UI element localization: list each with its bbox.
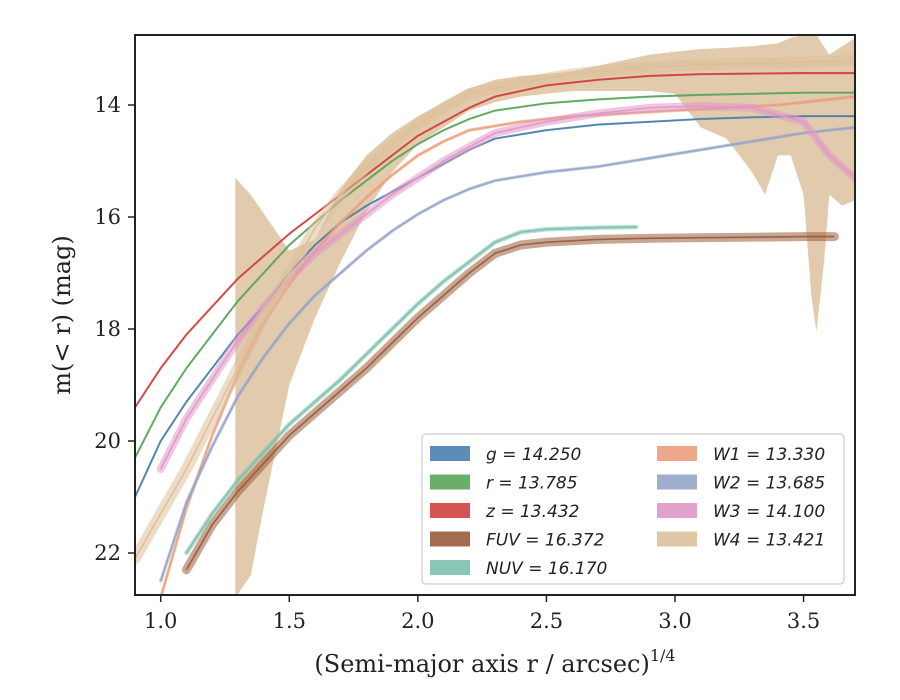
legend-swatch-w4 bbox=[657, 531, 697, 547]
series-w2 bbox=[159, 125, 855, 583]
legend-swatch-fuv bbox=[430, 531, 470, 547]
legend-swatch-w1 bbox=[657, 446, 697, 461]
x-tick-label: 2.5 bbox=[530, 609, 563, 633]
y-axis-label: m(< r) (mag) bbox=[48, 235, 76, 394]
legend-swatch-w2 bbox=[657, 474, 697, 490]
x-axis-label-superscript: 1/4 bbox=[650, 646, 676, 665]
legend-swatch-w3 bbox=[657, 503, 697, 518]
legend-label-w4: W4 = 13.421 bbox=[713, 531, 825, 551]
series-r bbox=[135, 91, 855, 459]
legend: g = 14.250 r = 13.785 z = 13.432 FUV = 16.3… bbox=[421, 433, 845, 585]
legend-swatch-r bbox=[430, 474, 470, 490]
legend-label-w2: W2 = 13.685 bbox=[713, 474, 825, 494]
legend-frame bbox=[421, 433, 845, 585]
legend-label-z: z = 13.432 bbox=[485, 502, 579, 522]
legend-label-g: g = 14.250 bbox=[486, 445, 581, 465]
x-tick-label: 3.0 bbox=[658, 609, 691, 633]
y-tick-label: 16 bbox=[94, 205, 121, 229]
y-tick-label: 20 bbox=[94, 429, 121, 453]
plot-area bbox=[135, 35, 855, 595]
x-tick-label: 1.0 bbox=[144, 609, 177, 633]
legend-label-r: r = 13.785 bbox=[486, 474, 578, 494]
legend-swatch-g bbox=[430, 446, 470, 461]
series-core-w3 bbox=[159, 105, 855, 470]
series-core-fuv bbox=[185, 235, 835, 571]
x-tick-label: 1.5 bbox=[273, 609, 306, 633]
legend-swatch-nuv bbox=[430, 560, 470, 575]
legend-swatch-z bbox=[430, 503, 470, 518]
y-axis-ticks: 14 16 18 20 22 bbox=[94, 93, 135, 565]
x-axis-ticks: 1.0 1.5 2.0 2.5 3.0 3.5 bbox=[144, 595, 820, 633]
y-tick-label: 14 bbox=[94, 93, 121, 117]
x-tick-label: 2.0 bbox=[401, 609, 434, 633]
series-core-r bbox=[135, 91, 855, 459]
y-tick-label: 22 bbox=[94, 541, 121, 565]
series-nuv bbox=[184, 224, 639, 556]
series-core-w4 bbox=[135, 59, 855, 559]
series-w4 bbox=[135, 54, 855, 565]
legend-label-nuv: NUV = 16.170 bbox=[486, 559, 607, 579]
series-lines bbox=[135, 54, 855, 595]
plot-frame bbox=[134, 34, 856, 596]
series-fuv bbox=[181, 232, 839, 575]
series-core-w2 bbox=[159, 126, 855, 582]
series-w3 bbox=[156, 102, 855, 473]
series-core-nuv bbox=[185, 226, 637, 554]
legend-label-w1: W1 = 13.330 bbox=[713, 445, 825, 465]
x-tick-label: 3.5 bbox=[787, 609, 820, 633]
series-z bbox=[135, 72, 855, 409]
series-core-z bbox=[135, 72, 855, 408]
legend-label-fuv: FUV = 16.372 bbox=[486, 531, 604, 551]
legend-label-w3: W3 = 14.100 bbox=[713, 502, 825, 522]
x-axis-label: (Semi-major axis r / arcsec)1/4 bbox=[314, 646, 675, 678]
y-tick-label: 18 bbox=[94, 317, 121, 341]
